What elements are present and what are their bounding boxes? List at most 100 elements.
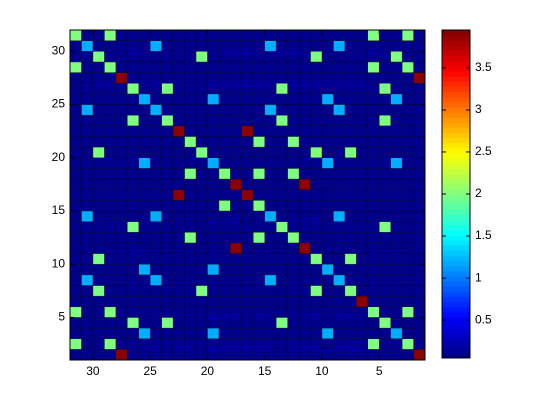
- heatmap-cell: [207, 157, 220, 169]
- heatmap-cell: [356, 29, 368, 41]
- heatmap-cell: [321, 40, 334, 52]
- heatmap-cell: [138, 136, 151, 148]
- heatmap-cell: [69, 327, 82, 339]
- heatmap-cell: [230, 29, 243, 41]
- heatmap-cell: [344, 157, 357, 169]
- heatmap-cell: [184, 327, 197, 339]
- heatmap-cell: [207, 61, 220, 73]
- heatmap-cell: [264, 349, 277, 361]
- heatmap-cell: [264, 61, 277, 73]
- heatmap-cell: [81, 82, 94, 95]
- heatmap-cell: [275, 93, 288, 105]
- heatmap-cell: [92, 200, 105, 212]
- heatmap-cell: [241, 232, 254, 244]
- heatmap-cell: [195, 327, 208, 339]
- heatmap-cell: [81, 72, 94, 84]
- heatmap-cell: [115, 263, 128, 276]
- heatmap-cell: [172, 40, 185, 52]
- heatmap-cell: [195, 263, 208, 276]
- colorbar-swatch: [442, 183, 470, 190]
- heatmap-cell: [264, 274, 277, 286]
- heatmap-cell: [104, 125, 117, 137]
- heatmap-cell: [275, 178, 288, 190]
- heatmap-cell: [161, 221, 174, 233]
- heatmap-cell: [172, 136, 185, 148]
- heatmap-cell: [195, 72, 208, 84]
- heatmap-cell: [230, 232, 243, 244]
- colorbar-swatch: [442, 86, 470, 92]
- colorbar-tick-label: 1.5: [475, 228, 492, 242]
- heatmap-cell: [264, 263, 277, 276]
- heatmap-cell: [298, 221, 311, 233]
- heatmap-cell: [149, 253, 162, 265]
- heatmap-cell: [149, 136, 162, 148]
- heatmap-cell: [298, 125, 311, 137]
- heatmap-cell: [275, 306, 288, 318]
- heatmap-cell: [127, 274, 139, 286]
- heatmap-cell: [413, 306, 426, 318]
- colorbar-swatch: [442, 229, 470, 236]
- heatmap-cell: [81, 104, 94, 116]
- heatmap-cell: [264, 178, 277, 190]
- colorbar-swatch: [442, 219, 470, 226]
- heatmap-cell: [104, 93, 117, 105]
- heatmap-cell: [333, 263, 346, 276]
- heatmap-cell: [230, 114, 243, 127]
- colorbar-swatch: [442, 224, 470, 231]
- heatmap-cell: [321, 136, 334, 148]
- heatmap-cell: [207, 306, 220, 318]
- heatmap-cell: [367, 253, 380, 265]
- heatmap-cell: [241, 200, 254, 212]
- colorbar-swatch: [442, 153, 470, 159]
- heatmap-cell: [241, 146, 254, 158]
- heatmap-cell: [287, 82, 300, 95]
- heatmap-cell: [367, 306, 380, 318]
- heatmap-cell: [390, 168, 403, 180]
- heatmap-cell: [81, 274, 94, 286]
- heatmap-cell: [264, 93, 277, 105]
- heatmap-cell: [104, 72, 117, 84]
- heatmap-cell: [264, 40, 277, 52]
- heatmap-cell: [127, 125, 139, 137]
- heatmap-cell: [115, 104, 128, 116]
- heatmap-cell: [195, 295, 208, 308]
- heatmap-cell: [172, 274, 185, 286]
- heatmap-cell: [241, 29, 254, 41]
- heatmap-cell: [230, 221, 243, 233]
- heatmap-cell: [115, 168, 128, 180]
- heatmap-cell: [161, 72, 174, 84]
- heatmap-cell: [172, 189, 185, 201]
- heatmap-cell: [138, 189, 151, 201]
- heatmap-cell: [390, 29, 403, 41]
- heatmap-cell: [195, 317, 208, 329]
- heatmap-cell: [230, 200, 243, 212]
- heatmap-cell: [298, 157, 311, 169]
- heatmap-cell: [138, 317, 151, 329]
- heatmap-cell: [104, 338, 117, 350]
- heatmap-cell: [69, 72, 82, 84]
- y-tick-label: 20: [52, 150, 66, 164]
- heatmap-cell: [287, 338, 300, 350]
- heatmap-cell: [344, 40, 357, 52]
- heatmap-cell: [104, 157, 117, 169]
- heatmap-cell: [356, 61, 368, 73]
- heatmap-cell: [298, 40, 311, 52]
- heatmap-cell: [69, 253, 82, 265]
- heatmap-cell: [310, 274, 323, 286]
- heatmap-cell: [321, 104, 334, 116]
- heatmap-cell: [275, 114, 288, 127]
- heatmap-cell: [275, 263, 288, 276]
- heatmap-cell: [413, 136, 426, 148]
- heatmap-cell: [378, 51, 391, 63]
- heatmap-cell: [401, 274, 414, 286]
- heatmap-cell: [69, 317, 82, 329]
- heatmap-cell: [69, 338, 82, 350]
- heatmap-cell: [367, 72, 380, 84]
- colorbar-swatch: [442, 245, 470, 251]
- heatmap-cell: [287, 221, 300, 233]
- heatmap-cell: [298, 82, 311, 95]
- heatmap-cell: [161, 274, 174, 286]
- heatmap-cell: [81, 157, 94, 169]
- heatmap-cell: [138, 125, 151, 137]
